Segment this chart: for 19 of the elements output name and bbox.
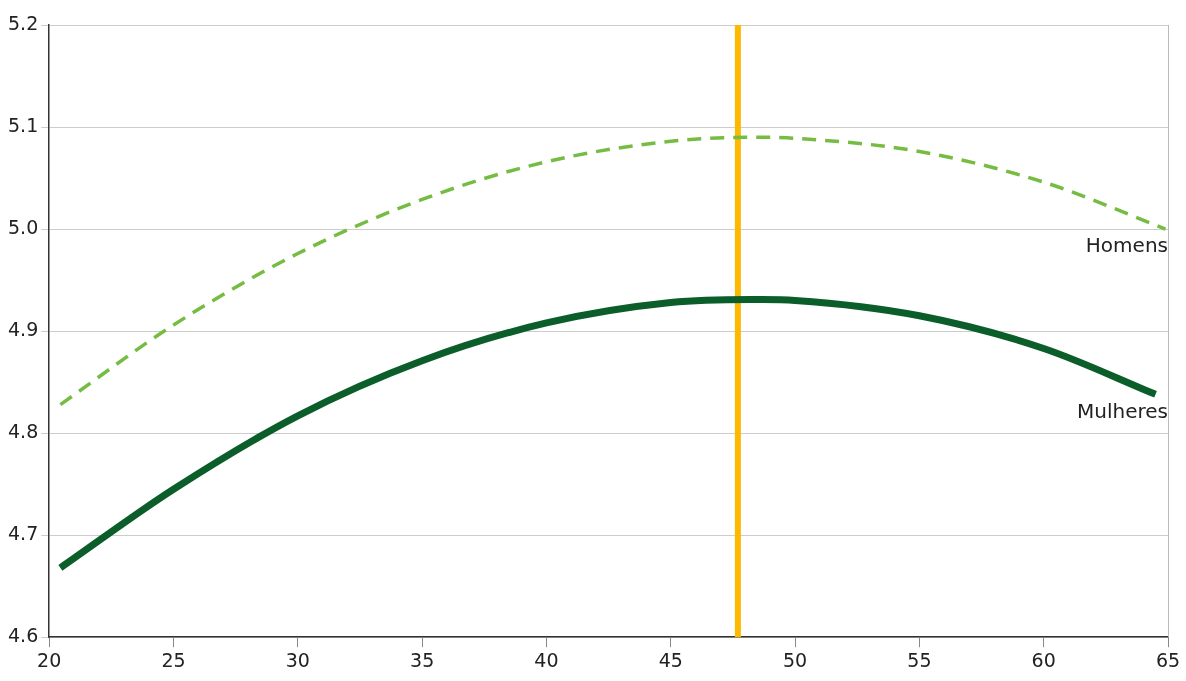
y-tick-label: 5.1: [8, 113, 39, 136]
series-label: Mulheres: [1077, 398, 1168, 423]
x-tick-label: 65: [1155, 648, 1181, 671]
y-tick-label: 5.2: [8, 11, 39, 34]
x-tick-label: 45: [658, 648, 683, 671]
x-tick-label: 20: [37, 648, 62, 671]
x-tick-label: 35: [410, 648, 435, 671]
y-tick-label: 4.6: [8, 624, 39, 647]
x-tick-label: 50: [782, 648, 808, 671]
x-tick-label: 25: [161, 648, 186, 671]
x-tick-label: 55: [907, 648, 932, 671]
y-tick-label: 4.7: [8, 522, 39, 545]
y-tick-label: 5.0: [8, 216, 39, 238]
y-tick-label: 4.9: [8, 318, 39, 341]
y-tick-label: 4.8: [8, 420, 39, 443]
x-tick-label: 30: [285, 648, 310, 671]
x-tick-label: 60: [1031, 648, 1056, 671]
x-tick-label: 40: [534, 648, 559, 671]
series-label: Homens: [1085, 233, 1168, 258]
